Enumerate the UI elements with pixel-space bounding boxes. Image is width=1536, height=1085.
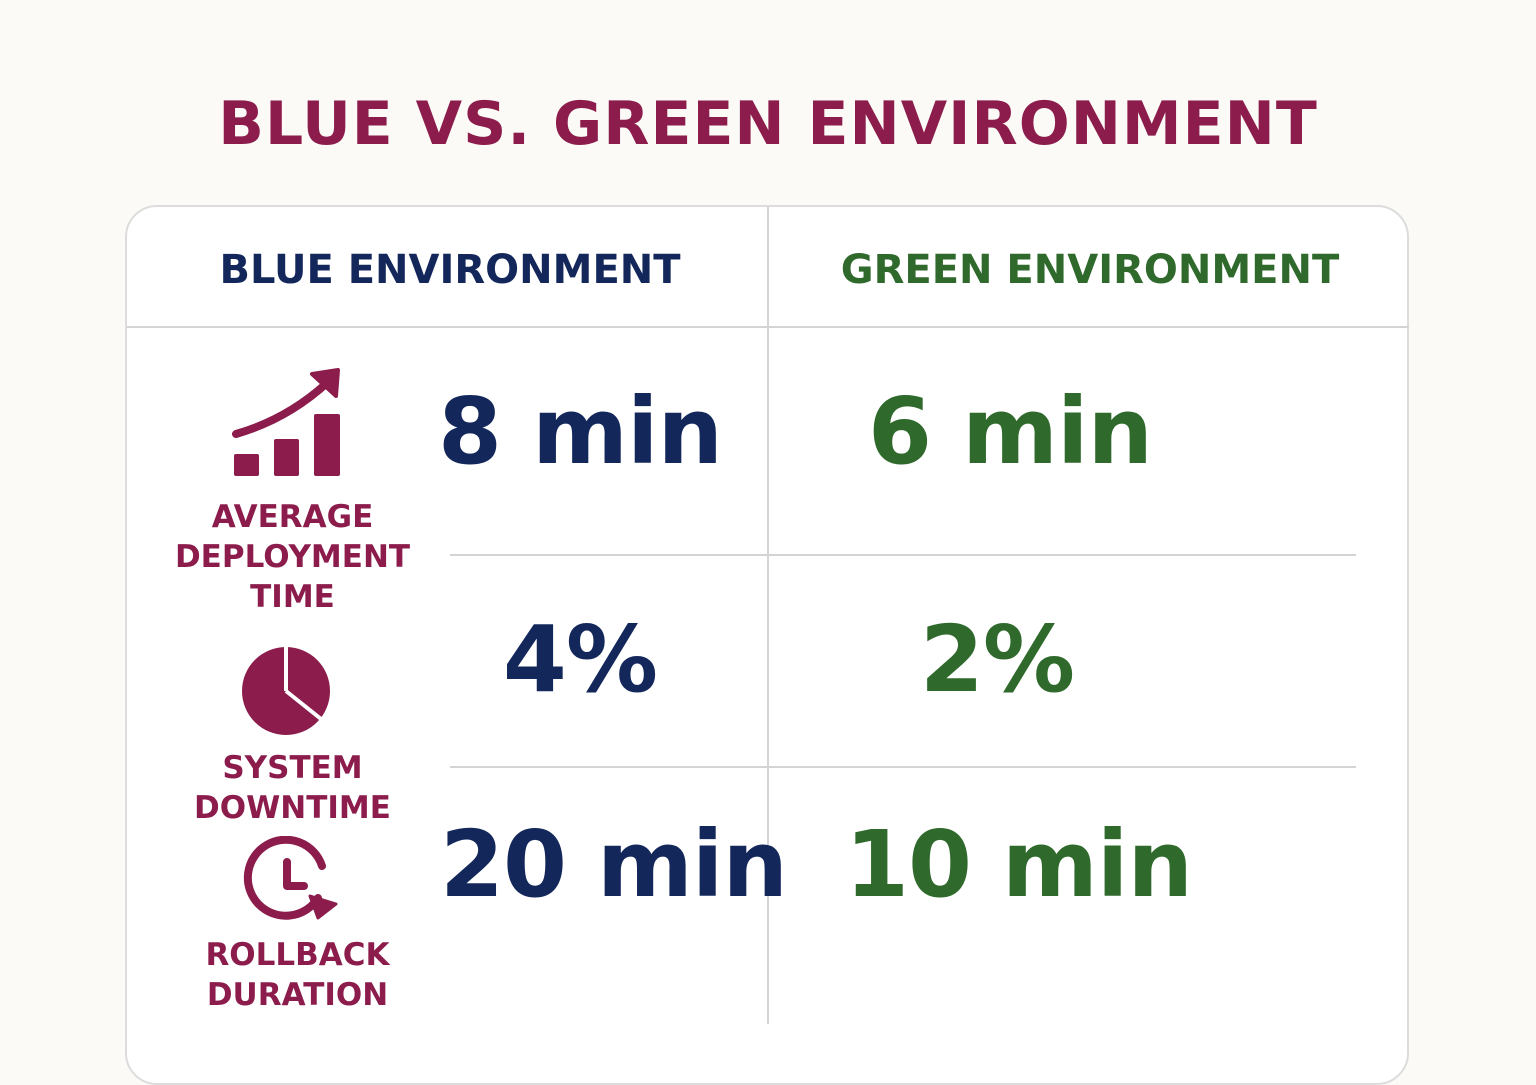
green-environment-header: GREEN ENVIRONMENT xyxy=(840,247,1340,293)
green-system-downtime-value: 2% xyxy=(919,606,1075,713)
metric-label-rollback-duration: ROLLBACK DURATION xyxy=(165,935,430,1015)
metric-label-system-downtime: SYSTEM DOWNTIME xyxy=(160,748,425,828)
clock-rollback-icon xyxy=(240,836,340,928)
metric-label-deployment-time: AVERAGE DEPLOYMENT TIME xyxy=(160,497,425,617)
header-divider xyxy=(127,326,1409,328)
blue-system-downtime-value: 4% xyxy=(502,606,658,713)
metric-label-line: AVERAGE xyxy=(211,499,374,535)
metric-label-line: SYSTEM xyxy=(222,750,363,786)
row-divider-1 xyxy=(450,554,1356,556)
metric-label-line: DEPLOYMENT xyxy=(174,539,411,575)
metric-label-line: TIME xyxy=(250,579,335,615)
row-divider-2 xyxy=(450,766,1356,768)
metric-label-line: ROLLBACK xyxy=(205,937,390,973)
blue-rollback-duration-value: 20 min xyxy=(440,811,788,918)
blue-environment-header: BLUE ENVIRONMENT xyxy=(219,247,681,293)
pie-chart-icon xyxy=(240,645,332,737)
green-rollback-duration-value: 10 min xyxy=(845,811,1193,918)
bar-chart-growth-icon xyxy=(228,364,348,480)
vertical-divider xyxy=(767,207,769,1024)
page-title: BLUE VS. GREEN ENVIRONMENT xyxy=(218,89,1318,159)
metric-label-line: DOWNTIME xyxy=(194,790,391,826)
green-deployment-time-value: 6 min xyxy=(868,378,1153,485)
blue-deployment-time-value: 8 min xyxy=(438,378,723,485)
metric-label-line: DURATION xyxy=(206,977,389,1013)
